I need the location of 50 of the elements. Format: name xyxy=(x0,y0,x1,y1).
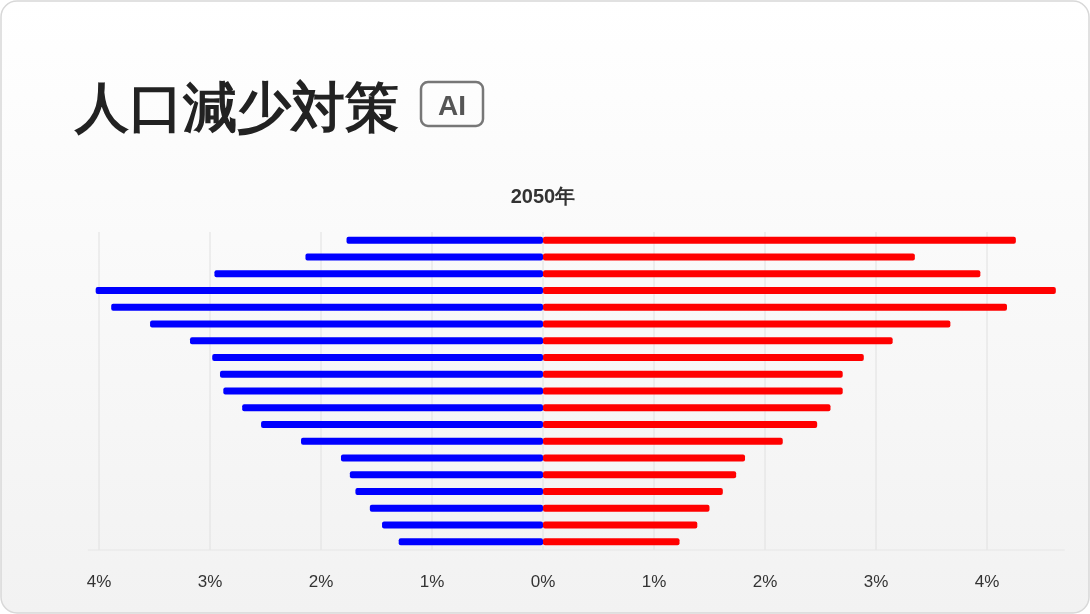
x-tick-label: 4% xyxy=(974,572,1000,591)
text: AI xyxy=(438,90,466,121)
bar xyxy=(543,521,698,529)
x-tick-label: 2% xyxy=(752,572,778,591)
bar xyxy=(111,303,543,311)
bar xyxy=(212,354,543,362)
x-tick-label: 2% xyxy=(308,572,334,591)
bar xyxy=(543,303,1007,311)
bar xyxy=(543,337,893,345)
bar xyxy=(543,404,831,412)
x-tick-label: 0% xyxy=(530,572,556,591)
bar xyxy=(190,337,543,345)
bar xyxy=(543,454,746,462)
x-tick-label: 3% xyxy=(863,572,889,591)
bar xyxy=(543,420,818,428)
x-tick-label: 1% xyxy=(641,572,667,591)
bar xyxy=(543,320,951,328)
bar xyxy=(543,487,723,495)
bar xyxy=(355,487,543,495)
bar xyxy=(543,354,864,362)
bar xyxy=(543,538,680,546)
bar xyxy=(382,521,543,529)
bar xyxy=(543,236,1016,244)
x-tick-label: 1% xyxy=(419,572,445,591)
chart-subtitle: 2050年 xyxy=(510,185,576,207)
bar xyxy=(150,320,543,328)
x-tick-label: 4% xyxy=(86,572,112,591)
bar xyxy=(214,270,543,278)
bar xyxy=(301,437,543,445)
bar xyxy=(543,370,843,378)
bar xyxy=(543,437,783,445)
bar xyxy=(543,471,737,479)
bar xyxy=(369,504,543,512)
bar xyxy=(242,404,543,412)
bar xyxy=(305,253,543,261)
bar xyxy=(340,454,543,462)
bar xyxy=(543,253,915,261)
bar xyxy=(543,287,1056,295)
bar xyxy=(261,420,543,428)
bar xyxy=(543,270,981,278)
bar xyxy=(223,387,543,395)
bar xyxy=(219,370,543,378)
bar xyxy=(346,236,543,244)
bar xyxy=(95,287,543,295)
bar xyxy=(398,538,543,546)
title: 人口減少対策 xyxy=(75,77,399,137)
bar xyxy=(349,471,543,479)
bar xyxy=(543,504,710,512)
x-tick-label: 3% xyxy=(197,572,223,591)
bar xyxy=(543,387,843,395)
